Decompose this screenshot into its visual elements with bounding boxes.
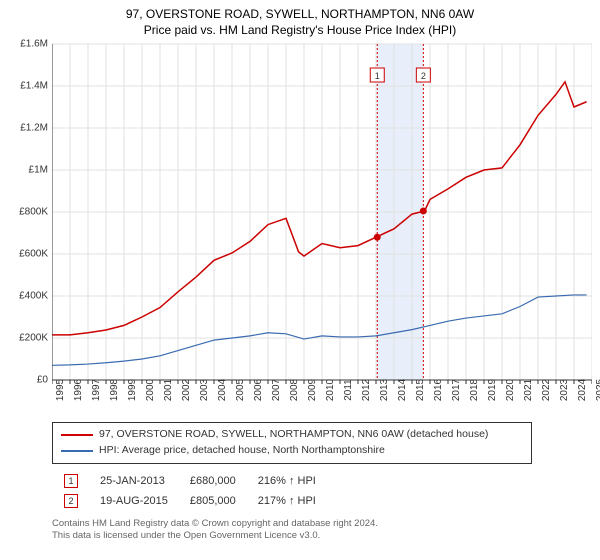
y-tick-label: £1M	[29, 165, 48, 176]
x-tick-label: 2009	[307, 379, 318, 401]
sale-date: 19-AUG-2015	[90, 492, 178, 510]
sale-delta: 217% ↑ HPI	[248, 492, 326, 510]
title-line1: 97, OVERSTONE ROAD, SYWELL, NORTHAMPTON,…	[126, 7, 474, 21]
x-tick-label: 1998	[109, 379, 120, 401]
x-tick-label: 2003	[199, 379, 210, 401]
table-row: 1 25-JAN-2013 £680,000 216% ↑ HPI	[54, 472, 326, 490]
footer-line1: Contains HM Land Registry data © Crown c…	[52, 518, 378, 529]
y-tick-label: £200K	[19, 333, 48, 344]
legend-swatch	[61, 450, 93, 452]
x-tick-label: 2005	[235, 379, 246, 401]
y-tick-label: £800K	[19, 207, 48, 218]
legend-row: HPI: Average price, detached house, Nort…	[61, 443, 523, 459]
legend-row: 97, OVERSTONE ROAD, SYWELL, NORTHAMPTON,…	[61, 427, 523, 443]
x-tick-label: 2021	[523, 379, 534, 401]
svg-text:1: 1	[375, 71, 380, 81]
chart-title: 97, OVERSTONE ROAD, SYWELL, NORTHAMPTON,…	[8, 6, 592, 38]
footer: Contains HM Land Registry data © Crown c…	[52, 518, 592, 543]
y-axis-labels: £0£200K£400K£600K£800K£1M£1.2M£1.4M£1.6M	[8, 40, 48, 380]
sale-delta: 216% ↑ HPI	[248, 472, 326, 490]
x-tick-label: 2006	[253, 379, 264, 401]
sale-price: £680,000	[180, 472, 246, 490]
x-tick-label: 2012	[361, 379, 372, 401]
x-tick-label: 1995	[55, 379, 66, 401]
x-tick-label: 2018	[469, 379, 480, 401]
title-line2: Price paid vs. HM Land Registry's House …	[144, 23, 456, 37]
legend: 97, OVERSTONE ROAD, SYWELL, NORTHAMPTON,…	[52, 422, 532, 464]
x-tick-label: 2020	[505, 379, 516, 401]
footer-line2: This data is licensed under the Open Gov…	[52, 530, 320, 541]
table-row: 2 19-AUG-2015 £805,000 217% ↑ HPI	[54, 492, 326, 510]
x-tick-label: 2017	[451, 379, 462, 401]
x-tick-label: 2002	[181, 379, 192, 401]
x-tick-label: 2019	[487, 379, 498, 401]
y-tick-label: £1.6M	[20, 39, 48, 50]
y-tick-label: £1.4M	[20, 81, 48, 92]
x-tick-label: 2010	[325, 379, 336, 401]
x-tick-label: 2023	[559, 379, 570, 401]
y-tick-label: £0	[37, 375, 48, 386]
x-tick-label: 2014	[397, 379, 408, 401]
x-tick-label: 2025	[595, 379, 600, 401]
x-tick-label: 2024	[577, 379, 588, 401]
chart-container: 97, OVERSTONE ROAD, SYWELL, NORTHAMPTON,…	[0, 0, 600, 547]
x-tick-label: 2011	[343, 380, 354, 402]
legend-swatch	[61, 434, 93, 436]
y-tick-label: £400K	[19, 291, 48, 302]
plot-area: 12	[52, 40, 592, 418]
svg-text:2: 2	[421, 71, 426, 81]
y-tick-label: £1.2M	[20, 123, 48, 134]
x-tick-label: 2022	[541, 379, 552, 401]
x-axis-labels: 1995199619971998199920002001200220032004…	[52, 386, 592, 420]
x-tick-label: 2007	[271, 379, 282, 401]
x-tick-label: 2015	[415, 379, 426, 401]
x-tick-label: 2016	[433, 379, 444, 401]
sale-badge: 2	[64, 494, 78, 508]
legend-label: 97, OVERSTONE ROAD, SYWELL, NORTHAMPTON,…	[99, 427, 488, 443]
x-tick-label: 1996	[73, 379, 84, 401]
chart: £0 £200K £400K £600K £800K £1M £1.2M £1.4M £1.6M…	[8, 40, 592, 420]
x-tick-label: 2001	[163, 379, 174, 401]
x-tick-label: 2004	[217, 379, 228, 401]
sale-badge: 1	[64, 474, 78, 488]
x-tick-label: 1997	[91, 379, 102, 401]
sale-date: 25-JAN-2013	[90, 472, 178, 490]
x-tick-label: 2013	[379, 379, 390, 401]
x-tick-label: 1999	[127, 379, 138, 401]
y-tick-label: £600K	[19, 249, 48, 260]
legend-label: HPI: Average price, detached house, Nort…	[99, 443, 385, 459]
x-tick-label: 2000	[145, 379, 156, 401]
sale-price: £805,000	[180, 492, 246, 510]
sales-table: 1 25-JAN-2013 £680,000 216% ↑ HPI 2 19-A…	[52, 470, 328, 512]
x-tick-label: 2008	[289, 379, 300, 401]
